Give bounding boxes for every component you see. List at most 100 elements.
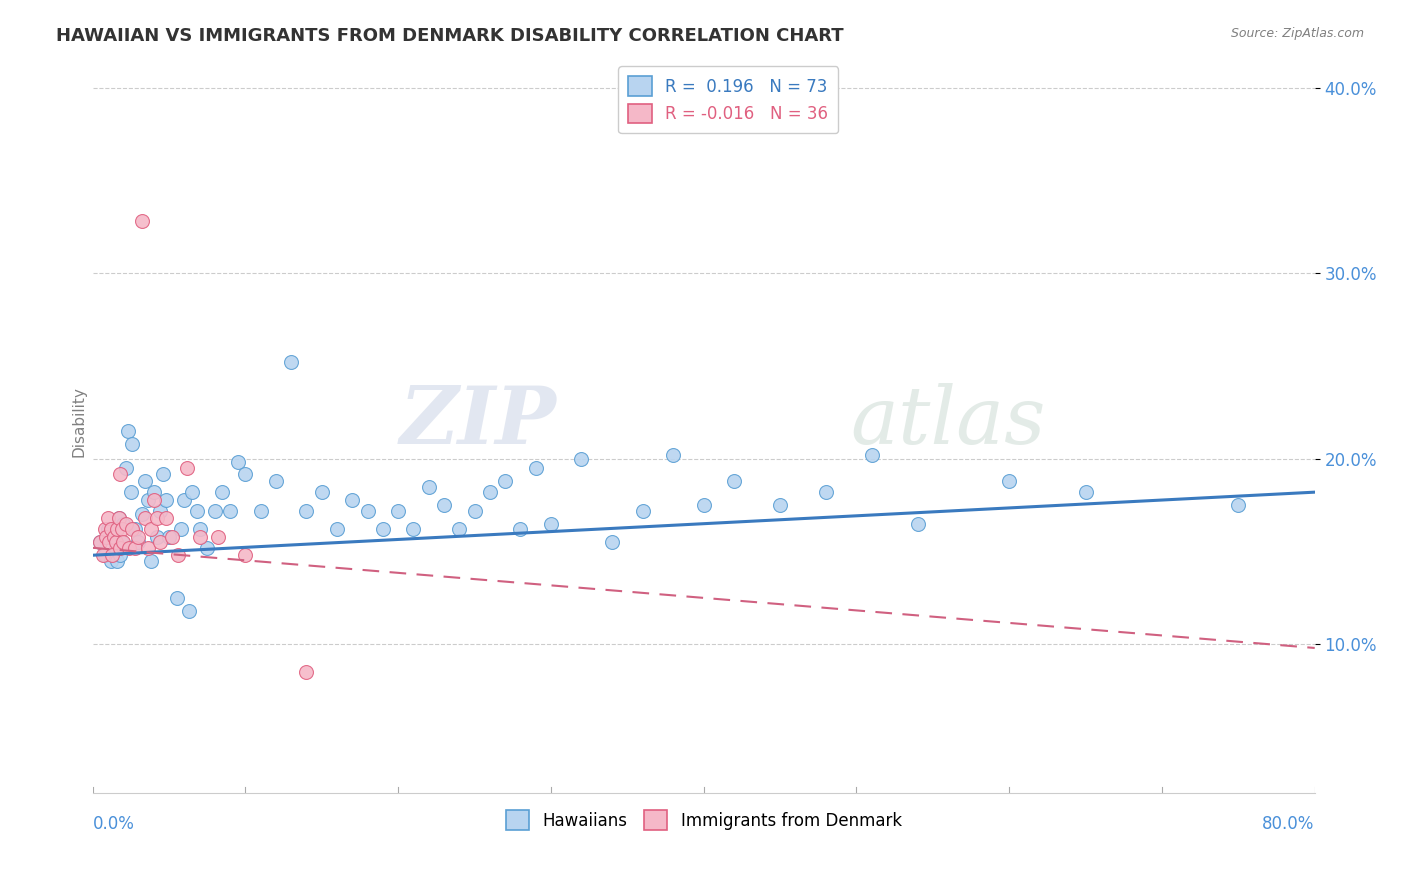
Point bbox=[769, 498, 792, 512]
Point bbox=[127, 530, 149, 544]
Point bbox=[139, 522, 162, 536]
Point bbox=[142, 492, 165, 507]
Point bbox=[98, 535, 121, 549]
Point bbox=[173, 492, 195, 507]
Point bbox=[814, 485, 837, 500]
Point bbox=[494, 474, 516, 488]
Point bbox=[860, 448, 883, 462]
Point bbox=[207, 530, 229, 544]
Point bbox=[134, 511, 156, 525]
Text: HAWAIIAN VS IMMIGRANTS FROM DENMARK DISABILITY CORRELATION CHART: HAWAIIAN VS IMMIGRANTS FROM DENMARK DISA… bbox=[56, 27, 844, 45]
Point bbox=[100, 554, 122, 568]
Text: Source: ZipAtlas.com: Source: ZipAtlas.com bbox=[1230, 27, 1364, 40]
Point bbox=[571, 451, 593, 466]
Point bbox=[105, 522, 128, 536]
Text: 0.0%: 0.0% bbox=[93, 815, 135, 833]
Point bbox=[124, 541, 146, 555]
Point bbox=[111, 535, 134, 549]
Point bbox=[134, 474, 156, 488]
Point bbox=[280, 355, 302, 369]
Point bbox=[195, 541, 218, 555]
Point bbox=[115, 461, 138, 475]
Point bbox=[188, 522, 211, 536]
Point bbox=[631, 504, 654, 518]
Point bbox=[103, 530, 125, 544]
Point bbox=[152, 467, 174, 481]
Point bbox=[155, 492, 177, 507]
Point bbox=[142, 485, 165, 500]
Point bbox=[186, 504, 208, 518]
Text: 80.0%: 80.0% bbox=[1263, 815, 1315, 833]
Point bbox=[226, 455, 249, 469]
Point bbox=[89, 535, 111, 549]
Point bbox=[111, 522, 134, 536]
Point bbox=[107, 511, 129, 525]
Point bbox=[107, 511, 129, 525]
Point bbox=[295, 665, 318, 679]
Point bbox=[692, 498, 714, 512]
Point bbox=[509, 522, 531, 536]
Point bbox=[124, 522, 146, 536]
Legend: Hawaiians, Immigrants from Denmark: Hawaiians, Immigrants from Denmark bbox=[499, 804, 908, 837]
Point bbox=[998, 474, 1021, 488]
Point bbox=[108, 467, 131, 481]
Point bbox=[177, 604, 200, 618]
Point bbox=[100, 522, 122, 536]
Point bbox=[907, 516, 929, 531]
Point bbox=[170, 522, 193, 536]
Point bbox=[188, 530, 211, 544]
Point bbox=[104, 541, 127, 555]
Point bbox=[433, 498, 456, 512]
Point bbox=[89, 535, 111, 549]
Point bbox=[387, 504, 409, 518]
Point bbox=[149, 535, 172, 549]
Text: ZIP: ZIP bbox=[401, 383, 557, 460]
Point bbox=[540, 516, 562, 531]
Point bbox=[449, 522, 471, 536]
Point bbox=[96, 530, 118, 544]
Point bbox=[167, 548, 190, 562]
Point bbox=[97, 511, 120, 525]
Point bbox=[136, 541, 159, 555]
Point bbox=[478, 485, 501, 500]
Point bbox=[235, 467, 257, 481]
Point bbox=[160, 530, 183, 544]
Point bbox=[149, 504, 172, 518]
Point bbox=[104, 535, 127, 549]
Point bbox=[264, 474, 287, 488]
Point bbox=[108, 548, 131, 562]
Point bbox=[94, 548, 117, 562]
Point bbox=[91, 548, 114, 562]
Point bbox=[108, 541, 131, 555]
Point bbox=[464, 504, 486, 518]
Point bbox=[181, 485, 204, 500]
Point bbox=[204, 504, 226, 518]
Point bbox=[326, 522, 349, 536]
Point bbox=[97, 522, 120, 536]
Point bbox=[146, 511, 169, 525]
Point bbox=[117, 424, 139, 438]
Point bbox=[112, 535, 135, 549]
Point bbox=[155, 511, 177, 525]
Point bbox=[662, 448, 685, 462]
Point bbox=[1074, 485, 1097, 500]
Point bbox=[115, 516, 138, 531]
Point bbox=[94, 522, 117, 536]
Point bbox=[131, 508, 153, 522]
Point bbox=[249, 504, 271, 518]
Point bbox=[118, 541, 141, 555]
Point bbox=[121, 437, 143, 451]
Point bbox=[136, 492, 159, 507]
Point bbox=[311, 485, 333, 500]
Point bbox=[131, 214, 153, 228]
Point bbox=[524, 461, 547, 475]
Point bbox=[295, 504, 318, 518]
Point bbox=[235, 548, 257, 562]
Point bbox=[112, 516, 135, 531]
Point bbox=[101, 530, 124, 544]
Point bbox=[402, 522, 425, 536]
Point bbox=[120, 485, 142, 500]
Y-axis label: Disability: Disability bbox=[72, 386, 86, 457]
Point bbox=[105, 554, 128, 568]
Point bbox=[600, 535, 623, 549]
